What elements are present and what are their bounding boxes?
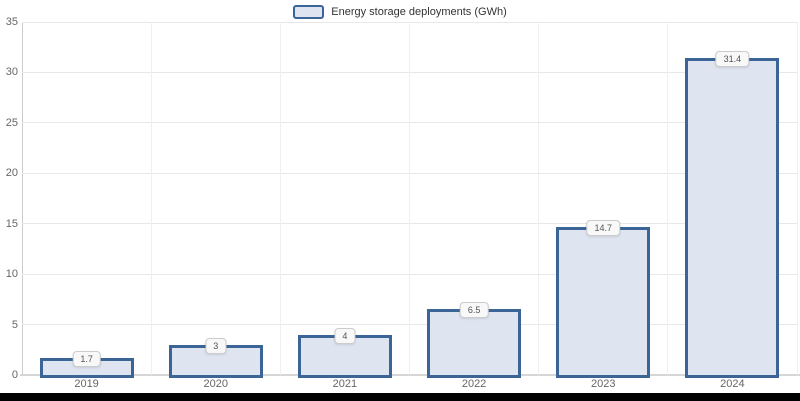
gridline-horizontal bbox=[22, 324, 798, 326]
y-axis-tick-label: 30 bbox=[5, 66, 18, 79]
y-axis-tick-label: 25 bbox=[5, 116, 18, 129]
value-badge: 4 bbox=[334, 327, 356, 344]
gridline-vertical bbox=[667, 22, 669, 375]
gridline-vertical bbox=[538, 22, 540, 375]
value-badge: 6.5 bbox=[459, 302, 489, 319]
gridline-horizontal bbox=[22, 223, 798, 225]
bar-2022[interactable] bbox=[427, 309, 522, 378]
y-axis-tick-label: 10 bbox=[5, 268, 18, 281]
y-axis-tick-label: 0 bbox=[11, 369, 18, 381]
y-axis-tick-label: 35 bbox=[5, 16, 18, 28]
legend-swatch-icon bbox=[293, 5, 325, 19]
x-axis-tick-label: 2019 bbox=[74, 378, 99, 390]
gridline-horizontal bbox=[22, 71, 798, 73]
gridline-horizontal bbox=[22, 21, 798, 23]
gridline-vertical bbox=[409, 22, 410, 375]
legend-item[interactable]: Energy storage deployments (GWh) bbox=[0, 3, 800, 21]
gridline-vertical bbox=[150, 22, 152, 375]
gridline-vertical bbox=[279, 22, 281, 375]
gridline-horizontal bbox=[22, 273, 798, 275]
x-axis-tick-label: 2020 bbox=[203, 378, 228, 390]
legend-label: Energy storage deployments (GWh) bbox=[331, 6, 507, 18]
bar-2024[interactable] bbox=[685, 58, 780, 378]
y-axis-line bbox=[22, 22, 23, 375]
x-axis-baseline bbox=[20, 374, 800, 376]
bar-2023[interactable] bbox=[556, 226, 651, 378]
x-axis-tick-label: 2024 bbox=[720, 378, 745, 390]
gridline-vertical bbox=[796, 22, 798, 375]
x-axis-tick-label: 2022 bbox=[461, 378, 487, 390]
gridline-horizontal bbox=[22, 172, 798, 174]
value-badge: 1.7 bbox=[72, 350, 101, 367]
gridline-horizontal bbox=[22, 122, 798, 124]
value-badge: 3 bbox=[205, 337, 227, 354]
value-badge: 14.7 bbox=[586, 219, 621, 236]
y-axis-tick-label: 20 bbox=[5, 167, 18, 180]
x-axis-tick-label: 2021 bbox=[332, 378, 358, 390]
x-axis-tick-label: 2023 bbox=[591, 378, 616, 390]
y-axis-tick-label: 5 bbox=[11, 318, 18, 331]
value-badge: 31.4 bbox=[715, 51, 750, 68]
y-axis-tick-label: 15 bbox=[5, 217, 18, 230]
bottom-black-bar bbox=[0, 393, 800, 401]
